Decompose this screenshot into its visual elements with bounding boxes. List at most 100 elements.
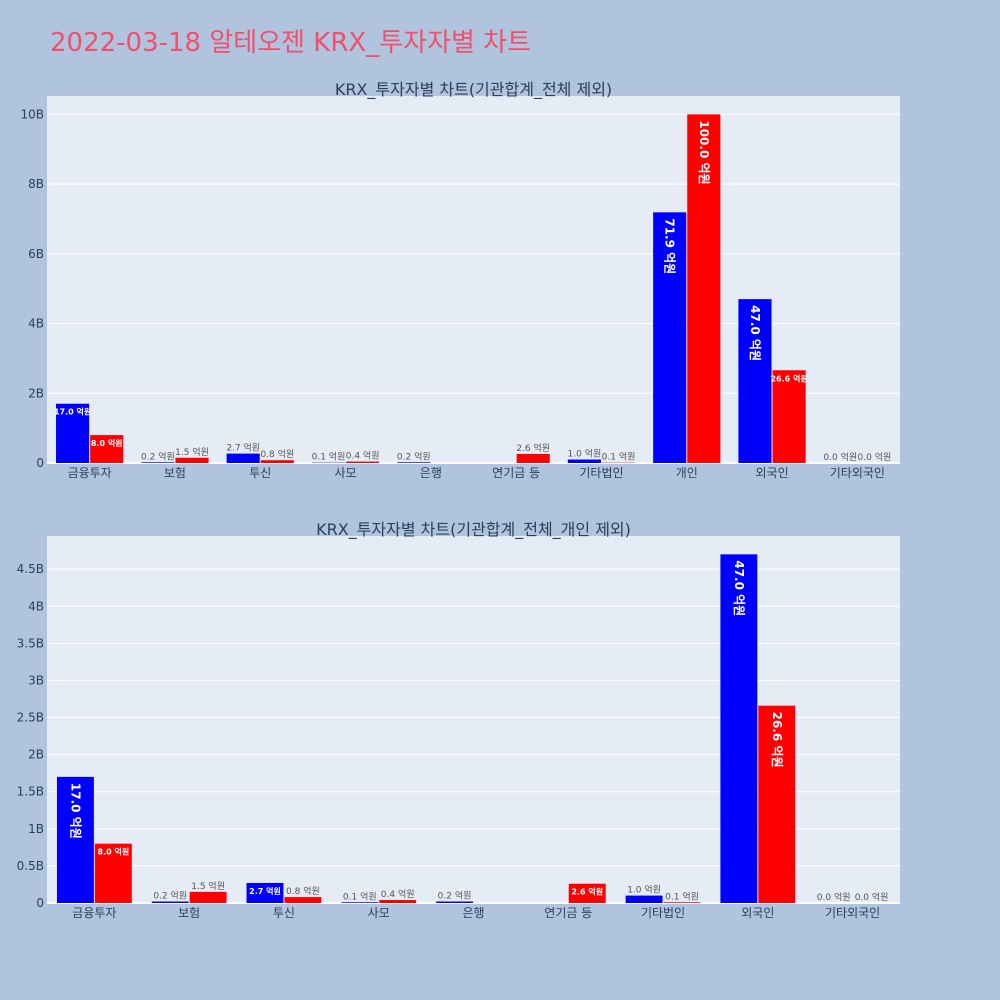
bar xyxy=(151,901,189,903)
x-tick-label: 사모 xyxy=(335,466,357,480)
bar xyxy=(341,902,379,903)
y-tick-label: 6B xyxy=(28,247,44,261)
chart-2: KRX_투자자별 차트(기관합계_전체_개인 제외) 0 0.5B 1B 1.5B 2B 2… xyxy=(17,520,900,920)
bar-data-label: 8.0 억원 xyxy=(98,847,130,857)
x-tick-label: 투신 xyxy=(273,906,295,920)
bar-data-label: 47.0 억원 xyxy=(732,560,746,616)
y-tick-label: 0.5B xyxy=(17,859,44,873)
bar-data-label: 0.8 억원 xyxy=(260,448,294,460)
bar xyxy=(94,843,132,903)
x-tick-label: 은행 xyxy=(420,465,442,480)
y-tick-label: 2.5B xyxy=(17,711,44,725)
bar xyxy=(397,462,431,463)
y-tick-label: 0 xyxy=(36,456,44,470)
x-tick-label: 외국인 xyxy=(755,466,788,480)
bar xyxy=(567,459,601,463)
x-tick-label: 기타법인 xyxy=(579,466,623,480)
bar xyxy=(189,891,227,903)
bar-data-label: 0.4 억원 xyxy=(346,450,380,462)
bar-data-label: 0.2 억원 xyxy=(438,890,472,902)
plot-background xyxy=(47,96,900,463)
chart-title: KRX_투자자별 차트(기관합계_전체_개인 제외) xyxy=(316,520,631,540)
bar xyxy=(260,460,294,463)
y-tick-label: 1B xyxy=(28,822,44,836)
bar-data-label: 100.0 억원 xyxy=(697,120,711,184)
bar-data-label: 0.8 억원 xyxy=(286,885,320,897)
bar-data-label: 1.0 억원 xyxy=(627,884,661,896)
bar-data-label: 2.7 억원 xyxy=(249,886,281,896)
bar-data-label: 0.4 억원 xyxy=(381,888,415,900)
bar-data-label: 0.1 억원 xyxy=(312,451,346,463)
bar xyxy=(56,776,94,903)
x-tick-label: 기타외국인 xyxy=(825,906,880,920)
bar xyxy=(516,453,550,463)
bar-data-label: 47.0 억원 xyxy=(748,305,762,361)
bar-data-label: 2.7 억원 xyxy=(226,442,260,454)
y-tick-label: 3B xyxy=(28,673,44,687)
bar xyxy=(379,900,417,903)
bar-data-label: 0.2 억원 xyxy=(397,450,431,462)
bar-data-label: 26.6 억원 xyxy=(770,712,784,768)
y-tick-label: 1.5B xyxy=(17,785,44,799)
bar xyxy=(141,462,175,463)
x-tick-label: 사모 xyxy=(368,906,390,920)
bar xyxy=(687,114,721,463)
bar xyxy=(56,403,90,463)
bar-data-label: 2.6 억원 xyxy=(571,887,603,897)
chart-title: KRX_투자자별 차트(기관합계_전체 제외) xyxy=(335,80,612,100)
bar-data-label: 0.2 억원 xyxy=(153,890,187,902)
bar xyxy=(568,883,606,903)
bar xyxy=(738,299,772,463)
x-tick-label: 개인 xyxy=(676,466,698,480)
x-tick-label: 기타법인 xyxy=(641,906,685,920)
y-tick-label: 4.5B xyxy=(17,562,44,576)
bar-data-label: 17.0 억원 xyxy=(54,407,91,417)
y-tick-label: 4B xyxy=(28,317,44,331)
bar-data-label: 2.6 억원 xyxy=(516,442,550,454)
x-tick-label: 투신 xyxy=(249,466,271,480)
bar xyxy=(653,212,687,463)
bar-data-label: 0.1 억원 xyxy=(602,451,636,463)
bar xyxy=(663,902,701,903)
chart-1: KRX_투자자별 차트(기관합계_전체 제외) 0 2B 4B 6B 8B 10B 금융투자 1… xyxy=(20,80,900,480)
x-tick-label: 금융투자 xyxy=(72,906,116,920)
y-tick-label: 4B xyxy=(28,599,44,613)
bar-data-label: 0.0 억원 xyxy=(858,451,892,463)
bar-data-label: 71.9 억원 xyxy=(663,218,677,274)
y-tick-label: 2B xyxy=(28,386,44,400)
bar-data-label: 26.6 억원 xyxy=(770,373,807,383)
bar-data-label: 0.0 억원 xyxy=(855,891,889,903)
bar-data-label: 0.0 억원 xyxy=(817,891,851,903)
bar xyxy=(436,901,473,903)
y-tick-label: 3.5B xyxy=(17,636,44,650)
y-tick-label: 8B xyxy=(28,177,44,191)
bar xyxy=(284,897,322,903)
bar xyxy=(625,895,663,903)
bar-data-label: 17.0 억원 xyxy=(68,783,82,839)
x-tick-label: 외국인 xyxy=(741,906,774,920)
bar xyxy=(175,457,209,463)
y-tick-label: 10B xyxy=(20,107,44,121)
bar-data-label: 8.0 억원 xyxy=(91,438,123,448)
x-tick-label: 보험 xyxy=(164,466,186,480)
x-tick-label: 기타외국인 xyxy=(830,466,885,480)
bar-data-label: 0.1 억원 xyxy=(665,890,699,902)
x-tick-label: 연기금 등 xyxy=(492,466,540,480)
bar xyxy=(346,461,380,463)
page-title: 2022-03-18 알테오젠 KRX_투자자별 차트 xyxy=(50,28,532,58)
bar xyxy=(226,453,260,463)
x-tick-label: 은행 xyxy=(462,905,484,920)
bar-data-label: 0.1 억원 xyxy=(343,890,377,902)
bar xyxy=(772,370,806,463)
x-tick-label: 연기금 등 xyxy=(544,906,592,920)
bar xyxy=(720,554,758,903)
plot-background xyxy=(47,536,900,903)
bar-data-label: 1.5 억원 xyxy=(191,880,225,892)
bar xyxy=(246,882,284,903)
bar-data-label: 0.2 억원 xyxy=(141,450,175,462)
bar-data-label: 1.0 억원 xyxy=(568,448,602,460)
bar-data-label: 0.0 억원 xyxy=(823,451,857,463)
y-tick-label: 0 xyxy=(36,896,44,910)
bar xyxy=(758,705,796,903)
